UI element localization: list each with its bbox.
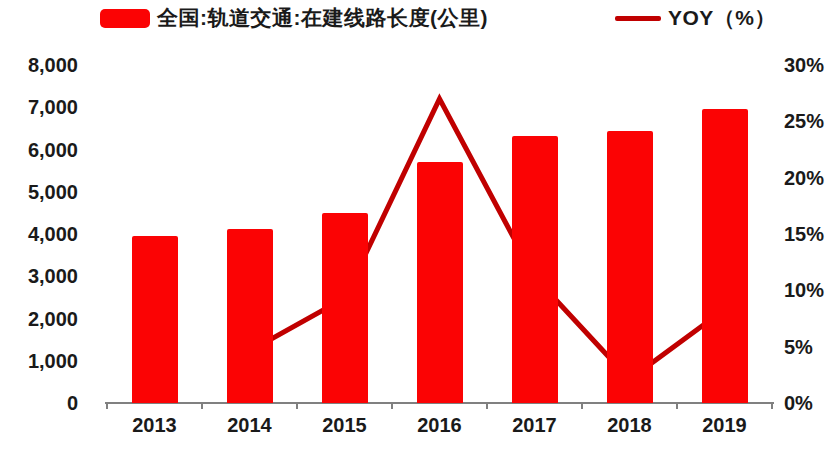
y-left-tick-label: 0	[0, 391, 78, 415]
x-tick-label-2015: 2015	[297, 414, 392, 437]
bar-2013	[132, 236, 178, 403]
x-axis-tick	[581, 403, 583, 409]
x-tick-label-2018: 2018	[582, 414, 677, 437]
y-right-tick-label: 0%	[784, 391, 813, 415]
y-left-tick-label: 3,000	[0, 264, 78, 288]
y-right-tick-label: 20%	[784, 166, 824, 190]
line-series-swatch-icon	[615, 16, 661, 21]
x-tick-label-2016: 2016	[392, 414, 487, 437]
y-right-tick-label: 30%	[784, 53, 824, 77]
y-left-tick-label: 7,000	[0, 95, 78, 119]
x-tick-label-2019: 2019	[677, 414, 772, 437]
legend-item-bars: 全国:轨道交通:在建线路长度(公里)	[100, 6, 488, 30]
x-axis-tick	[676, 403, 678, 409]
x-axis-tick	[106, 403, 108, 409]
y-left-tick-label: 8,000	[0, 53, 78, 77]
x-axis-tick	[391, 403, 393, 409]
y-right-tick-label: 5%	[784, 335, 813, 359]
y-left-tick-label: 2,000	[0, 307, 78, 331]
bar-2019	[702, 109, 748, 403]
legend-item-line: YOY（%）	[615, 6, 776, 30]
chart-canvas: 全国:轨道交通:在建线路长度(公里) YOY（%） 0 1,000 2,000 3,0…	[0, 0, 830, 452]
x-axis-tick	[486, 403, 488, 409]
y-right-tick-label: 25%	[784, 109, 824, 133]
bar-2016	[417, 162, 463, 403]
y-left-tick-label: 1,000	[0, 349, 78, 373]
y-left-tick-label: 4,000	[0, 222, 78, 246]
line-series-label: YOY（%）	[668, 4, 776, 32]
bar-2017	[512, 136, 558, 403]
y-left-tick-label: 6,000	[0, 138, 78, 162]
y-right-tick-label: 15%	[784, 222, 824, 246]
x-tick-label-2014: 2014	[202, 414, 297, 437]
y-left-tick-label: 5,000	[0, 180, 78, 204]
y-right-tick-label: 10%	[784, 278, 824, 302]
x-axis-tick	[771, 403, 773, 409]
x-tick-label-2017: 2017	[487, 414, 582, 437]
x-axis-tick	[296, 403, 298, 409]
plot-area	[107, 65, 772, 403]
bar-series-label: 全国:轨道交通:在建线路长度(公里)	[157, 4, 488, 32]
bar-2014	[227, 229, 273, 403]
x-axis-tick	[201, 403, 203, 409]
x-tick-label-2013: 2013	[107, 414, 202, 437]
bar-2018	[607, 131, 653, 404]
bar-series-swatch-icon	[100, 9, 150, 28]
bar-2015	[322, 213, 368, 403]
